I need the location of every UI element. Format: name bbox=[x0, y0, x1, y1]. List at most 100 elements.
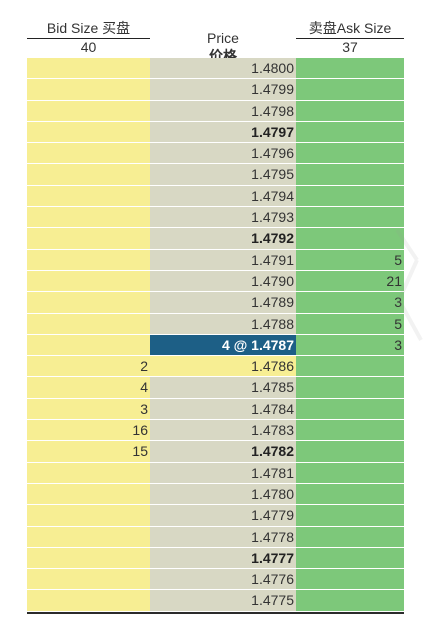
price-cell[interactable]: 1.4795 bbox=[150, 164, 296, 185]
ask-size-cell[interactable] bbox=[296, 590, 404, 611]
ask-size-cell[interactable] bbox=[296, 228, 404, 249]
price-level-row[interactable]: 1.4776 bbox=[27, 569, 404, 591]
price-level-row[interactable]: 2 1.4786 bbox=[27, 356, 404, 378]
ask-size-cell[interactable] bbox=[296, 547, 404, 569]
ask-size-cell[interactable] bbox=[296, 441, 404, 462]
price-cell[interactable]: 1.4785 bbox=[150, 377, 296, 398]
price-level-row[interactable]: 1.4797 bbox=[27, 121, 404, 144]
price-cell[interactable]: 1.4790 bbox=[150, 270, 296, 292]
ask-size-cell[interactable] bbox=[296, 207, 404, 228]
price-cell[interactable]: 1.4794 bbox=[150, 185, 296, 207]
price-cell[interactable]: 1.4799 bbox=[150, 79, 296, 100]
price-level-row[interactable]: 1.4790 21 bbox=[27, 270, 404, 293]
price-cell[interactable]: 1.4788 bbox=[150, 313, 296, 334]
bid-size-cell[interactable] bbox=[27, 334, 150, 356]
price-cell[interactable]: 1.4779 bbox=[150, 505, 296, 526]
bid-size-cell[interactable]: 3 bbox=[27, 398, 150, 420]
price-cell[interactable]: 1.4791 bbox=[150, 249, 296, 270]
price-level-row[interactable]: 1.4780 bbox=[27, 483, 404, 506]
ask-size-cell[interactable] bbox=[296, 483, 404, 505]
price-level-row[interactable]: 1.4800 bbox=[27, 58, 404, 80]
price-cell[interactable]: 1.4778 bbox=[150, 526, 296, 547]
ask-size-cell[interactable]: 5 bbox=[296, 313, 404, 334]
price-cell[interactable]: 1.4777 bbox=[150, 547, 296, 569]
ask-size-cell[interactable]: 3 bbox=[296, 334, 404, 356]
bid-size-cell[interactable] bbox=[27, 249, 150, 270]
bid-size-cell[interactable]: 2 bbox=[27, 356, 150, 377]
price-level-row[interactable]: 1.4791 5 bbox=[27, 249, 404, 271]
price-cell[interactable]: 1.4775 bbox=[150, 590, 296, 611]
ask-size-cell[interactable] bbox=[296, 505, 404, 526]
ask-size-cell[interactable] bbox=[296, 356, 404, 377]
ask-size-cell[interactable] bbox=[296, 569, 404, 590]
price-cell[interactable]: 1.4797 bbox=[150, 121, 296, 143]
price-level-row[interactable]: 16 1.4783 bbox=[27, 420, 404, 442]
bid-size-cell[interactable] bbox=[27, 526, 150, 547]
price-level-row[interactable]: 1.4796 bbox=[27, 143, 404, 165]
price-cell[interactable]: 1.4798 bbox=[150, 100, 296, 121]
bid-size-cell[interactable] bbox=[27, 547, 150, 569]
price-level-row[interactable]: 1.4794 bbox=[27, 185, 404, 208]
price-level-row[interactable]: 1.4788 5 bbox=[27, 313, 404, 335]
bid-size-cell[interactable]: 4 bbox=[27, 377, 150, 398]
bid-size-cell[interactable] bbox=[27, 143, 150, 164]
price-level-row[interactable]: 1.4793 bbox=[27, 207, 404, 229]
ask-size-cell[interactable] bbox=[296, 420, 404, 441]
price-cell[interactable]: 1.4796 bbox=[150, 143, 296, 164]
ask-size-cell[interactable] bbox=[296, 377, 404, 398]
ask-size-cell[interactable]: 21 bbox=[296, 270, 404, 292]
price-level-row[interactable]: 1.4777 bbox=[27, 547, 404, 570]
bid-size-cell[interactable] bbox=[27, 121, 150, 143]
price-level-row[interactable]: 1.4798 bbox=[27, 100, 404, 122]
price-cell[interactable]: 1.4781 bbox=[150, 462, 296, 483]
price-level-row[interactable]: 1.4792 bbox=[27, 228, 404, 250]
ask-size-cell[interactable] bbox=[296, 100, 404, 121]
last-trade-row[interactable]: 4 @ 1.4787 3 bbox=[27, 334, 404, 357]
ask-size-cell[interactable] bbox=[296, 79, 404, 100]
bid-size-cell[interactable] bbox=[27, 164, 150, 185]
ask-size-cell[interactable] bbox=[296, 398, 404, 420]
bid-size-cell[interactable] bbox=[27, 590, 150, 611]
ask-size-cell[interactable] bbox=[296, 143, 404, 164]
price-cell[interactable]: 1.4793 bbox=[150, 207, 296, 228]
price-level-row[interactable]: 1.4781 bbox=[27, 462, 404, 484]
price-level-row[interactable]: 1.4789 3 bbox=[27, 292, 404, 314]
price-cell[interactable]: 1.4786 bbox=[150, 356, 296, 377]
bid-size-cell[interactable] bbox=[27, 100, 150, 121]
price-level-row[interactable]: 4 1.4785 bbox=[27, 377, 404, 399]
bid-size-cell[interactable] bbox=[27, 462, 150, 483]
bid-size-cell[interactable] bbox=[27, 313, 150, 334]
ask-size-cell[interactable] bbox=[296, 164, 404, 185]
price-level-row[interactable]: 1.4775 bbox=[27, 590, 404, 612]
ask-size-cell[interactable] bbox=[296, 185, 404, 207]
bid-size-cell[interactable] bbox=[27, 569, 150, 590]
price-level-row[interactable]: 1.4778 bbox=[27, 526, 404, 548]
price-cell[interactable]: 1.4800 bbox=[150, 58, 296, 79]
bid-size-cell[interactable] bbox=[27, 79, 150, 100]
ask-size-cell[interactable] bbox=[296, 58, 404, 79]
last-trade-price-cell[interactable]: 4 @ 1.4787 bbox=[150, 334, 296, 356]
bid-size-cell[interactable] bbox=[27, 292, 150, 313]
price-cell[interactable]: 1.4789 bbox=[150, 292, 296, 313]
price-level-row[interactable]: 1.4795 bbox=[27, 164, 404, 186]
bid-size-cell[interactable]: 16 bbox=[27, 420, 150, 441]
price-cell[interactable]: 1.4784 bbox=[150, 398, 296, 420]
ask-size-cell[interactable] bbox=[296, 526, 404, 547]
ask-size-cell[interactable] bbox=[296, 121, 404, 143]
price-cell[interactable]: 1.4782 bbox=[150, 441, 296, 462]
price-cell[interactable]: 1.4792 bbox=[150, 228, 296, 249]
price-level-row[interactable]: 15 1.4782 bbox=[27, 441, 404, 463]
bid-size-cell[interactable] bbox=[27, 207, 150, 228]
ask-size-cell[interactable]: 5 bbox=[296, 249, 404, 270]
bid-size-cell[interactable]: 15 bbox=[27, 441, 150, 462]
ask-size-cell[interactable]: 3 bbox=[296, 292, 404, 313]
bid-size-cell[interactable] bbox=[27, 505, 150, 526]
price-cell[interactable]: 1.4780 bbox=[150, 483, 296, 505]
price-level-row[interactable]: 1.4799 bbox=[27, 79, 404, 101]
bid-size-cell[interactable] bbox=[27, 185, 150, 207]
price-level-row[interactable]: 3 1.4784 bbox=[27, 398, 404, 421]
bid-size-cell[interactable] bbox=[27, 483, 150, 505]
bid-size-cell[interactable] bbox=[27, 228, 150, 249]
price-cell[interactable]: 1.4783 bbox=[150, 420, 296, 441]
price-cell[interactable]: 1.4776 bbox=[150, 569, 296, 590]
